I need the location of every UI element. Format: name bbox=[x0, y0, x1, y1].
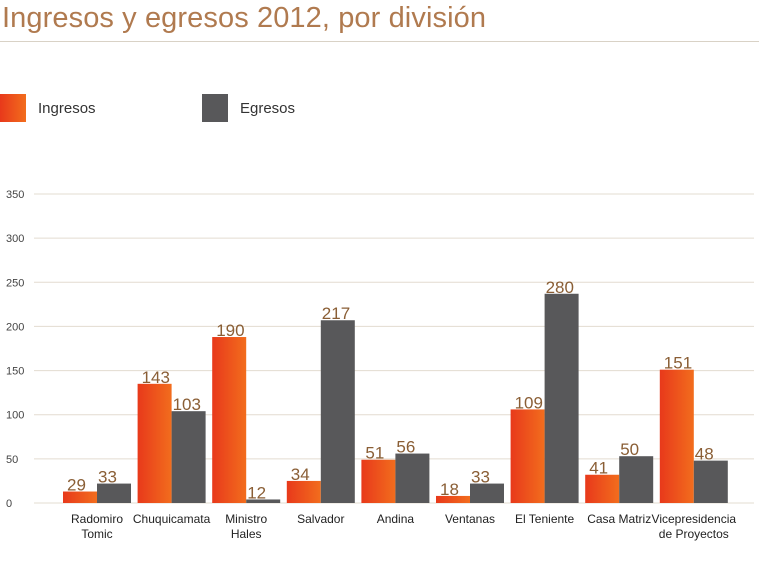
bar-egresos bbox=[171, 411, 206, 503]
y-tick-label: 100 bbox=[6, 410, 24, 422]
bar-egresos bbox=[619, 456, 654, 503]
bar-ingresos bbox=[510, 409, 545, 503]
data-label-ingresos: 18 bbox=[440, 480, 459, 499]
bar-ingresos bbox=[137, 383, 172, 503]
category-label: Radomiro bbox=[71, 512, 123, 526]
bar-ingresos bbox=[436, 495, 470, 503]
legend-egresos: Egresos bbox=[202, 94, 295, 122]
data-label-ingresos: 190 bbox=[216, 321, 244, 340]
bar-ingresos bbox=[361, 459, 396, 503]
data-label-ingresos: 41 bbox=[589, 459, 608, 478]
data-label-ingresos: 151 bbox=[664, 354, 692, 373]
data-label-egresos: 50 bbox=[620, 440, 639, 459]
category-label: Andina bbox=[377, 512, 415, 526]
chart-title: Ingresos y egresos 2012, por división bbox=[2, 2, 487, 34]
category-label: El Teniente bbox=[515, 512, 574, 526]
bar-egresos bbox=[693, 460, 728, 503]
legend-swatch-ingresos bbox=[0, 94, 26, 122]
data-label-ingresos: 143 bbox=[142, 368, 170, 387]
y-tick-label: 150 bbox=[6, 366, 24, 378]
bar-ingresos bbox=[212, 337, 247, 503]
bars bbox=[63, 293, 728, 503]
title-divider bbox=[0, 41, 759, 42]
bar-egresos bbox=[395, 453, 430, 503]
y-tick-label: 300 bbox=[6, 233, 24, 245]
category-label: Ministro bbox=[225, 512, 267, 526]
category-label: Chuquicamata bbox=[133, 512, 211, 526]
category-label: Salvador bbox=[297, 512, 344, 526]
bar-ingresos bbox=[659, 369, 694, 503]
data-label-egresos: 33 bbox=[471, 468, 490, 487]
data-label-egresos: 48 bbox=[695, 445, 714, 464]
y-tick-label: 0 bbox=[6, 498, 12, 510]
category-label: Ventanas bbox=[445, 512, 495, 526]
legend-swatch-egresos bbox=[202, 94, 228, 122]
category-label: Tomic bbox=[81, 527, 112, 541]
y-tick-label: 50 bbox=[6, 454, 18, 466]
bar-egresos bbox=[544, 293, 579, 503]
data-label-egresos: 103 bbox=[173, 395, 201, 414]
data-label-ingresos: 51 bbox=[365, 444, 384, 463]
data-label-egresos: 56 bbox=[396, 438, 415, 457]
bar-ingresos bbox=[63, 491, 97, 503]
bar-egresos bbox=[320, 320, 355, 503]
data-label-egresos: 217 bbox=[322, 304, 350, 323]
legend-label-egresos: Egresos bbox=[240, 99, 296, 117]
y-axis-ticks: 0 50 100 150 200 250 300 350 bbox=[6, 189, 24, 510]
category-label: Casa Matriz bbox=[587, 512, 651, 526]
y-tick-label: 200 bbox=[6, 321, 24, 333]
bar-ingresos bbox=[286, 480, 321, 503]
category-label: Hales bbox=[231, 527, 262, 541]
category-label: de Proyectos bbox=[659, 527, 729, 541]
data-label-ingresos: 34 bbox=[291, 465, 310, 484]
data-label-egresos: 12 bbox=[247, 483, 266, 502]
bar-egresos bbox=[470, 483, 504, 503]
data-label-egresos: 280 bbox=[546, 278, 574, 297]
legend-ingresos: Ingresos bbox=[0, 94, 96, 122]
bar-egresos bbox=[97, 483, 131, 503]
y-tick-label: 250 bbox=[6, 277, 24, 289]
bar-ingresos bbox=[585, 474, 620, 503]
data-label-ingresos: 29 bbox=[67, 476, 86, 495]
data-label-ingresos: 109 bbox=[515, 393, 543, 412]
y-tick-label: 350 bbox=[6, 189, 24, 201]
bar-egresos bbox=[246, 499, 281, 503]
data-label-egresos: 33 bbox=[98, 468, 117, 487]
category-label: Vicepresidencia bbox=[652, 512, 737, 526]
legend-label-ingresos: Ingresos bbox=[38, 99, 96, 117]
